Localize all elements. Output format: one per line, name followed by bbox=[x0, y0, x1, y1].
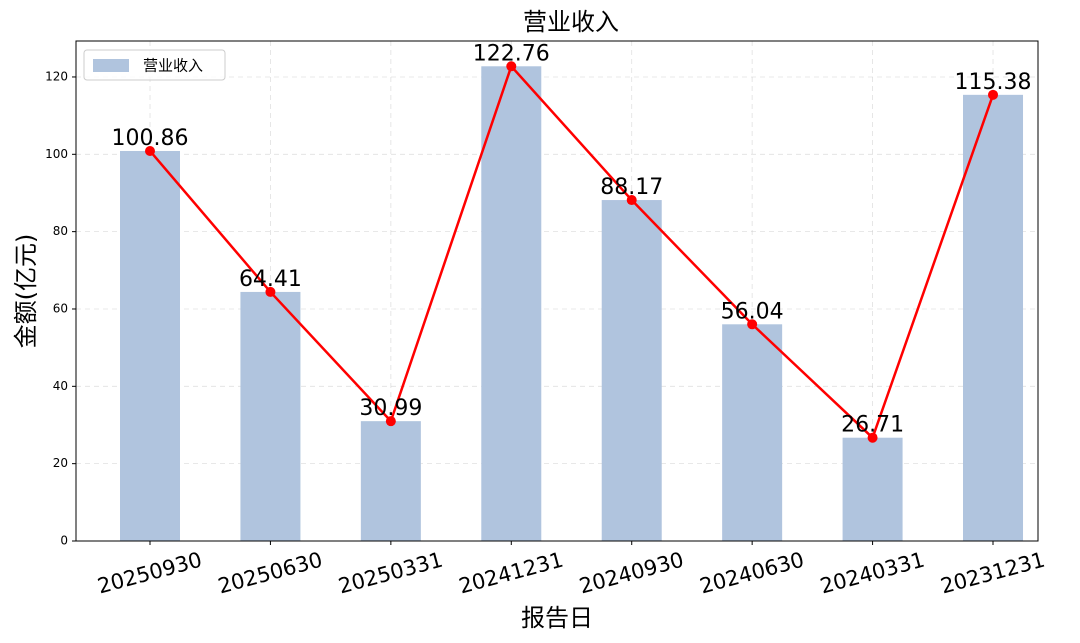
data-label: 30.99 bbox=[359, 396, 422, 421]
plot-frame bbox=[75, 40, 1039, 542]
x-tick-label: 20240630 bbox=[697, 548, 806, 599]
y-tick-label: 100 bbox=[45, 147, 68, 161]
chart-title: 营业收入 bbox=[523, 8, 619, 36]
bar bbox=[120, 150, 180, 541]
x-tick-label: 20231231 bbox=[938, 548, 1047, 599]
x-tick-label: 20250630 bbox=[215, 548, 324, 599]
bar bbox=[842, 437, 903, 541]
line-point bbox=[385, 416, 396, 427]
data-label: 64.41 bbox=[239, 267, 302, 292]
x-axis-label: 报告日 bbox=[521, 604, 593, 632]
legend-box bbox=[83, 49, 226, 81]
legend-label: 营业收入 bbox=[143, 57, 203, 75]
line-point bbox=[747, 319, 758, 330]
y-tick-label: 120 bbox=[45, 69, 68, 83]
x-tick-label: 20250331 bbox=[336, 548, 445, 599]
data-label: 88.17 bbox=[600, 175, 663, 200]
line-point bbox=[506, 61, 517, 72]
bar bbox=[963, 94, 1024, 541]
x-tick-label: 20240331 bbox=[818, 548, 927, 599]
trend-line bbox=[149, 63, 995, 440]
y-tick-label: 40 bbox=[53, 379, 68, 393]
data-label: 122.76 bbox=[473, 41, 550, 66]
y-tick-label: 60 bbox=[53, 301, 68, 315]
data-label: 100.86 bbox=[112, 126, 189, 151]
legend-swatch bbox=[93, 59, 129, 72]
y-tick-label: 0 bbox=[60, 534, 68, 548]
line-point bbox=[265, 286, 276, 297]
data-label: 26.71 bbox=[841, 413, 904, 438]
line-point bbox=[626, 195, 637, 206]
x-tick-label: 20250930 bbox=[95, 548, 204, 599]
bar bbox=[722, 324, 783, 541]
y-tick-label: 20 bbox=[53, 456, 68, 470]
line-point bbox=[145, 145, 155, 156]
line-point bbox=[988, 89, 999, 100]
x-tick-label: 20241231 bbox=[456, 548, 565, 599]
x-tick-label: 20240930 bbox=[577, 548, 686, 599]
line-point bbox=[867, 432, 878, 443]
data-label: 56.04 bbox=[721, 299, 784, 324]
bar bbox=[360, 421, 421, 541]
bar bbox=[481, 66, 542, 541]
data-label: 115.38 bbox=[955, 70, 1032, 95]
bar bbox=[601, 200, 662, 542]
y-tick-label: 80 bbox=[53, 224, 68, 238]
bar bbox=[240, 291, 301, 541]
y-axis-label: 金额(亿元) bbox=[12, 234, 40, 349]
